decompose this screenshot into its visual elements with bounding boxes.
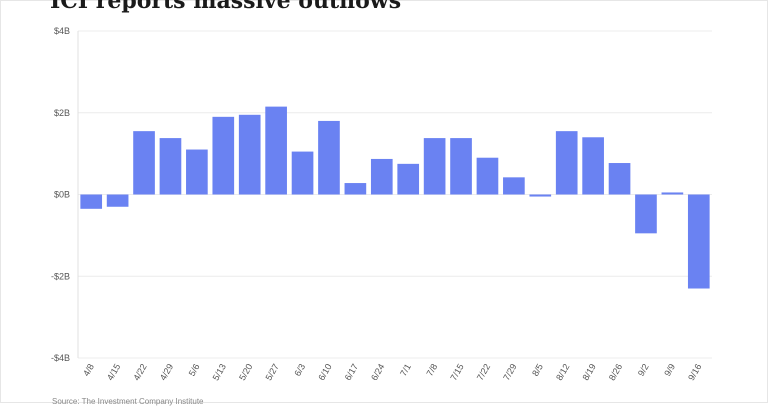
bar	[555, 131, 578, 195]
x-tick-label: 6/24	[369, 362, 386, 382]
x-tick-label: 6/17	[343, 362, 360, 382]
x-tick-label: 4/22	[131, 362, 148, 382]
bar	[582, 137, 604, 195]
x-tick-label: 6/10	[316, 362, 333, 382]
x-tick-label: 7/29	[501, 362, 518, 382]
x-tick-label: 8/5	[530, 362, 545, 378]
bar	[423, 138, 446, 195]
x-tick-label: 5/13	[211, 362, 228, 382]
y-tick-label: -$2B	[51, 271, 70, 281]
bar	[476, 157, 499, 195]
bar	[450, 138, 472, 195]
bar	[133, 131, 155, 195]
bar	[687, 194, 710, 289]
x-tick-label: 8/19	[580, 362, 597, 382]
y-tick-label: $2B	[54, 108, 70, 118]
bar	[608, 163, 631, 195]
bar	[318, 120, 340, 195]
source-note: Source: The Investment Company Institute	[52, 397, 204, 406]
x-tick-label: 6/3	[292, 362, 307, 378]
x-tick-label: 8/26	[607, 362, 624, 382]
y-tick-label: $4B	[54, 26, 70, 36]
x-tick-label: 7/1	[398, 362, 413, 378]
x-tick-label: 7/22	[475, 362, 492, 382]
bar	[186, 149, 208, 195]
bar	[661, 192, 684, 195]
bar	[397, 163, 420, 195]
bar	[529, 194, 552, 197]
x-tick-label: 9/16	[686, 362, 703, 382]
bar	[159, 138, 182, 195]
bar	[291, 151, 314, 195]
chart-title: ICI reports massive outflows	[50, 0, 402, 14]
bar	[265, 106, 287, 195]
x-tick-label: 9/2	[636, 362, 651, 378]
x-tick-label: 4/8	[81, 362, 96, 378]
bar	[370, 158, 393, 195]
x-tick-label: 4/29	[158, 362, 175, 382]
bar	[106, 194, 129, 207]
x-tick-label: 5/6	[187, 362, 202, 378]
bar	[635, 194, 657, 234]
x-tick-label: 7/15	[448, 362, 465, 382]
x-tick-label: 5/27	[263, 362, 280, 382]
x-tick-label: 7/8	[424, 362, 439, 378]
x-tick-label: 4/15	[105, 362, 122, 382]
bar	[212, 116, 235, 195]
x-tick-label: 9/9	[662, 362, 677, 378]
bar	[80, 194, 103, 209]
x-tick-label: 8/12	[554, 362, 571, 382]
bar	[238, 114, 261, 195]
x-tick-label: 5/20	[237, 362, 254, 382]
bar	[503, 177, 525, 195]
bar	[344, 183, 367, 195]
y-tick-label: $0B	[54, 190, 70, 200]
y-tick-label: -$4B	[51, 353, 70, 363]
